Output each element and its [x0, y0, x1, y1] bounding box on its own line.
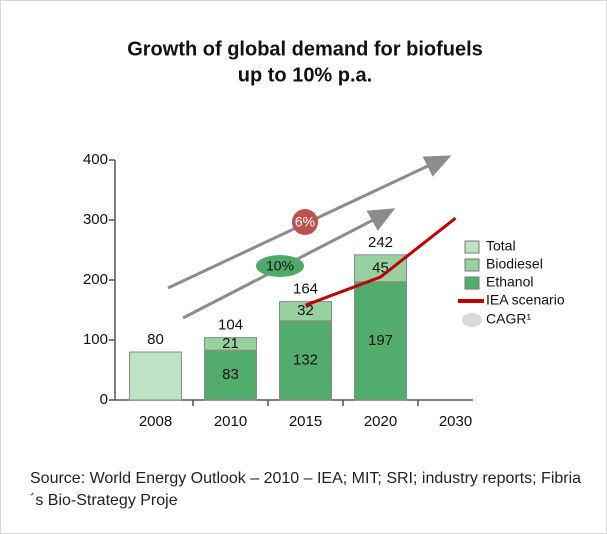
y-tick-label: 200 [83, 271, 108, 288]
cagr-bubble [256, 255, 304, 277]
y-tick-label: 100 [83, 331, 108, 348]
legend-label: IEA scenario [486, 292, 565, 308]
x-tick-label: 2015 [289, 413, 322, 430]
arrowhead [366, 208, 396, 231]
legend-swatch [464, 258, 480, 272]
bar-segment [279, 320, 332, 401]
source: Source: World Energy Outlook – 2010 – IE… [30, 470, 582, 509]
arrowhead [422, 155, 452, 177]
legend-swatch [464, 240, 480, 254]
y-tick-label: 300 [83, 211, 108, 228]
chart-title: Growth of global demand for biofuels [127, 38, 483, 60]
bar-segment [354, 281, 407, 401]
bar-segment [279, 301, 332, 322]
legend-label: Biodiesel [486, 256, 543, 272]
cagr-label: 6% [295, 214, 315, 230]
x-tick-label: 2020 [364, 413, 397, 430]
bar-segment [204, 337, 257, 351]
chart-title: up to 10% p.a. [238, 64, 372, 86]
segment-label: 132 [293, 351, 318, 368]
cagr-label: 10% [266, 258, 294, 274]
cagr-bubble [292, 209, 318, 235]
legend-label: CAGR¹ [486, 311, 531, 327]
segment-label: 83 [222, 366, 239, 383]
x-tick-label: 2010 [214, 413, 247, 430]
total-label: 104 [218, 317, 243, 334]
legend-label: Total [486, 238, 516, 254]
segment-label: 21 [222, 335, 239, 352]
y-tick-label: 0 [100, 391, 108, 408]
segment-label: 32 [297, 302, 314, 319]
total-label: 242 [368, 234, 393, 251]
bar-segment [204, 349, 257, 401]
legend-swatch [462, 313, 482, 327]
legend-label: Ethanol [486, 274, 533, 290]
bar-segment [129, 351, 182, 401]
bar-segment [354, 254, 407, 283]
y-tick-label: 400 [83, 151, 108, 168]
total-label: 80 [147, 331, 164, 348]
legend-swatch [464, 276, 480, 290]
x-tick-label: 2030 [439, 413, 472, 430]
x-tick-label: 2008 [139, 413, 172, 430]
segment-label: 197 [368, 332, 393, 349]
line-series [304, 217, 457, 307]
total-label: 164 [293, 281, 318, 298]
